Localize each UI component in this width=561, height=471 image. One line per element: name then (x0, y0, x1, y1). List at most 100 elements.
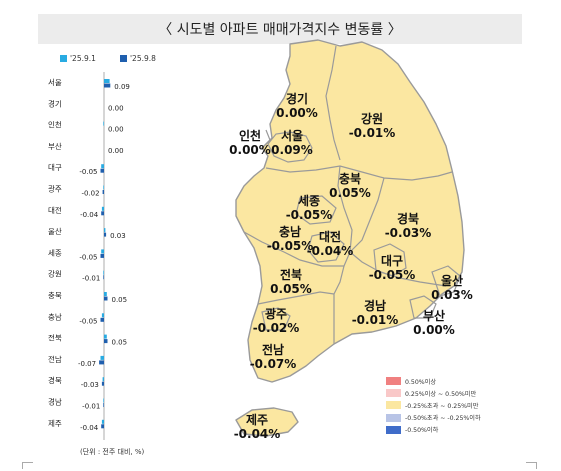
map-legend-swatch (386, 413, 401, 422)
map-region-value: -0.07% (250, 357, 297, 371)
map-region-name: 경남 (364, 298, 386, 313)
bar-series1 (101, 249, 104, 254)
category-label: 전남 (48, 354, 62, 364)
border-jeonbuk-south (257, 291, 335, 305)
map-legend-label: -0.25%초과 ~ 0.25%미만 (405, 402, 479, 410)
map-region-name: 세종 (298, 193, 320, 208)
legend-label-series2: '25.9.8 (130, 54, 156, 63)
data-label: -0.02 (81, 190, 99, 198)
map-legend-swatch (386, 425, 401, 434)
category-label: 전북 (48, 333, 62, 343)
data-label: -0.01 (82, 275, 100, 283)
border-capital-south (265, 165, 453, 181)
map-value-labels: 경기0.00% 강원-0.01%인천0.00%서울0.09%충북0.05%세종-0… (229, 91, 473, 441)
bar-series1 (103, 398, 104, 403)
bar-series1 (101, 313, 104, 318)
category-label: 경남 (48, 397, 62, 407)
bar-series1 (101, 419, 104, 424)
map-region-value: 0.05% (329, 186, 371, 200)
border-jeonbuk-gyeongnam (333, 265, 345, 344)
data-label: 0.05 (112, 296, 128, 304)
bar-series1 (103, 270, 104, 275)
border-seoul (267, 131, 313, 163)
bar-series1 (101, 164, 104, 169)
category-label: 제주 (48, 419, 62, 428)
map-region-value: -0.04% (234, 427, 281, 441)
category-label: 서울 (48, 78, 62, 87)
border-chungbuk-east (349, 177, 385, 253)
category-label: 부산 (48, 141, 62, 151)
map-region-value: -0.05% (286, 208, 333, 222)
data-label: 0.00 (108, 147, 124, 155)
bar-series2 (101, 381, 104, 386)
map-legend-swatch (386, 389, 401, 398)
data-label: -0.05 (79, 168, 97, 176)
border-daejeon (307, 231, 345, 263)
unit-note: (단위 : 전주 대비, %) (80, 448, 145, 456)
map-region-value: -0.01% (352, 313, 399, 327)
map-region-name: 충남 (279, 224, 301, 239)
category-label: 경북 (48, 375, 62, 385)
map-legend-item: 0.25%이상 ~ 0.50%미만 (386, 388, 506, 398)
bar-series2 (104, 339, 108, 344)
bar-series2 (103, 403, 104, 407)
border-gwangju (261, 307, 291, 331)
map-region-name: 인천 (239, 128, 261, 143)
category-label: 충남 (48, 312, 62, 321)
corner-mark-bottom-right (526, 462, 537, 469)
category-label: 광주 (48, 184, 62, 194)
data-label: 0.00 (108, 104, 124, 112)
border-daegu (373, 243, 407, 277)
data-label: -0.03 (81, 381, 99, 389)
border-chungbuk-west (337, 165, 353, 253)
bar-series2 (104, 83, 111, 88)
bar-series2 (101, 211, 104, 216)
legend-item-series1: '25.9.1 (60, 54, 96, 63)
category-label: 인천 (48, 120, 62, 130)
category-label: 강원 (48, 269, 62, 279)
data-label: -0.04 (80, 211, 99, 219)
data-label: -0.04 (80, 424, 99, 432)
bar-series1 (104, 334, 107, 339)
legend-item-series2: '25.9.8 (120, 54, 156, 63)
map-legend-label: -0.50%초과 ~ -0.25%이하 (405, 415, 481, 423)
bar-series2 (100, 168, 104, 173)
border-sejong (295, 195, 337, 225)
data-label: -0.05 (79, 317, 97, 325)
legend-swatch-series1 (60, 55, 67, 62)
bar-series1 (101, 206, 104, 211)
border-incheon (261, 129, 271, 149)
map-region-name: 서울 (281, 128, 303, 143)
map-region-name: 제주 (246, 413, 268, 427)
map-regions (235, 39, 465, 437)
bar-series2 (100, 253, 104, 258)
map-region-name: 광주 (265, 306, 287, 321)
jeju-shape (235, 407, 299, 437)
map-region-value: -0.03% (385, 226, 432, 240)
map-region-name: 대구 (381, 254, 403, 268)
legend-swatch-series2 (120, 55, 127, 62)
data-label: 0.00 (108, 126, 124, 134)
category-label: 대구 (48, 163, 62, 172)
data-label: -0.01 (82, 403, 100, 411)
map-region-value: -0.05% (267, 239, 314, 253)
map-region-value: -0.04% (307, 244, 354, 258)
bar-series1 (100, 355, 104, 360)
bar-series2 (103, 275, 104, 280)
bar-series1 (104, 79, 110, 83)
bar-series2 (99, 360, 104, 365)
data-label: -0.05 (79, 253, 97, 261)
map-region-value: 0.00% (276, 106, 318, 120)
corner-mark-bottom-left (22, 462, 33, 469)
category-label: 충북 (48, 291, 62, 300)
map-region-value: 0.00% (413, 323, 455, 337)
map-region-value: 0.00% (229, 143, 271, 157)
border-ulsan (431, 265, 461, 297)
data-label: 0.03 (110, 232, 126, 240)
map-borders (243, 45, 461, 344)
bar-series2 (104, 296, 108, 301)
bar-series2 (104, 232, 107, 237)
map-region-name: 대전 (319, 229, 341, 244)
